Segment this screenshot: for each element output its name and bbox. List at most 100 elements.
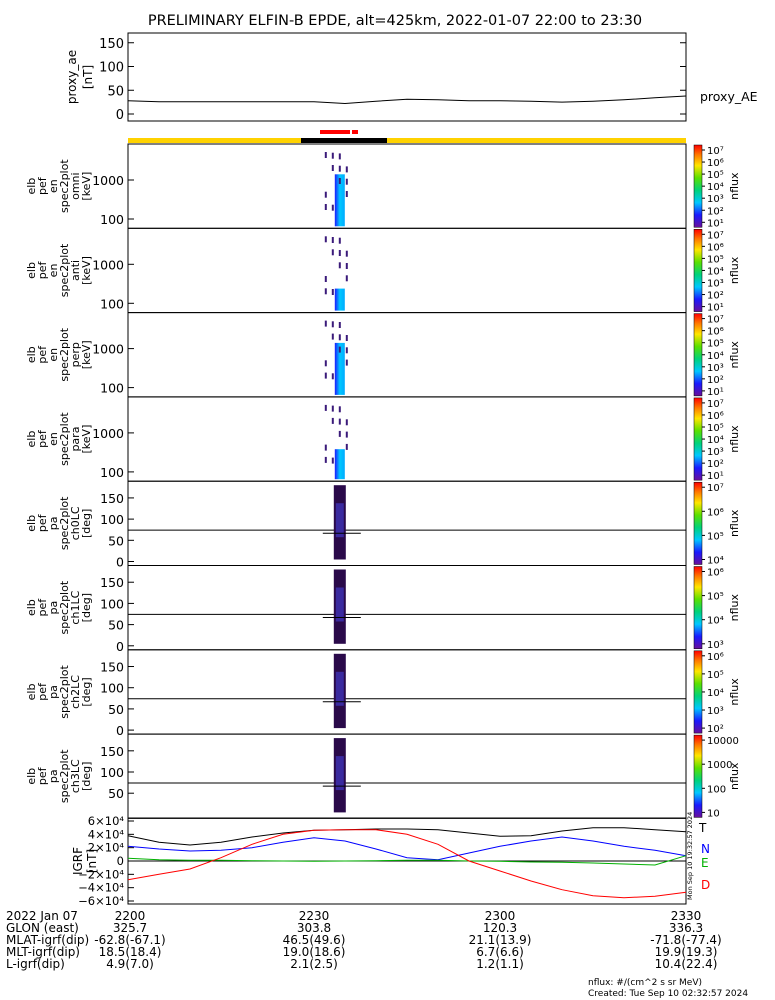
igrf-ytick-label: 2×10⁴	[88, 841, 125, 855]
panel-ylabel-line: ch3LC	[69, 759, 82, 793]
footer-cell: 2200	[115, 909, 146, 923]
colorbar-tick-label: 1000	[707, 760, 732, 771]
igrf-legend-E: E	[701, 856, 709, 870]
panel-frame	[127, 143, 687, 229]
proxy-ae-series-line	[127, 95, 687, 105]
footer-cell: 2330	[671, 909, 702, 923]
panel-ytick-label: 1000	[92, 342, 124, 357]
igrf-ylabel-2: [nT]	[85, 849, 99, 873]
panel-ylabel-line: [deg]	[80, 593, 93, 622]
colorbar-tick-label: 10⁵	[707, 592, 724, 603]
igrf-ytick-label: −4×10⁴	[78, 881, 124, 895]
flux-speckle	[345, 166, 348, 173]
panel-ylabel-line: spec2plot	[58, 664, 71, 718]
flux-speckle	[338, 322, 341, 328]
flux-speckle	[324, 360, 327, 367]
yellow-status-bar	[128, 138, 686, 143]
panel-ylabel-line: pa	[47, 769, 60, 783]
flux-speckle	[345, 335, 348, 341]
panel-ylabel-line: pa	[47, 516, 60, 530]
red-status-bar-2	[352, 130, 358, 134]
flux-speckle	[331, 457, 334, 464]
flux-speckle	[338, 237, 341, 244]
flux-speckle	[331, 373, 334, 380]
colorbar-tick-label: 10⁵	[707, 170, 724, 181]
footer-cell: -71.8(-77.4)	[650, 933, 721, 947]
flux-speckle	[324, 320, 327, 327]
flux-speckle	[345, 431, 348, 438]
colorbar	[693, 734, 703, 818]
footer-cell: -62.8(-67.1)	[94, 933, 165, 947]
panel-ytick-label: 100	[100, 681, 124, 696]
panel-ylabel-line: en	[47, 348, 60, 362]
colorbar-tick-label: 10¹	[707, 471, 724, 482]
footer-cell: 2.1(2.5)	[290, 957, 338, 971]
colorbar-tick-label: 10⁵	[707, 423, 724, 434]
panel-ylabel-line: elb	[25, 684, 38, 701]
panel-ytick-label: 100	[100, 212, 124, 227]
flux-speckle	[324, 152, 327, 158]
flux-blob	[334, 449, 345, 480]
flux-speckle	[345, 419, 348, 426]
colorbar-tick-label: 10⁷	[707, 399, 724, 410]
panel-ylabel-line: spec2plot	[58, 749, 71, 803]
panel-ylabel-line: en	[47, 432, 60, 446]
flux-speckle	[345, 347, 348, 354]
flux-speckle	[345, 178, 348, 185]
panel-frame	[127, 649, 687, 735]
igrf-ylabel-1: IGRF	[71, 847, 85, 875]
colorbar-title: nflux	[728, 256, 741, 284]
panel-ylabel-line: elb	[25, 178, 38, 195]
footer-row-label: L-igrf(dip)	[6, 957, 65, 971]
panel-ylabel-line: [deg]	[80, 677, 93, 706]
footer-row-label: GLON (east)	[6, 921, 79, 935]
footer-cell: 303.8	[297, 921, 331, 935]
colorbar-title: nflux	[728, 678, 741, 706]
panel-frame	[127, 565, 687, 651]
panel-ylabel-line: elb	[25, 599, 38, 616]
panel-ytick-label: 50	[108, 786, 124, 801]
flux-speckle	[331, 249, 334, 256]
flux-speckle	[331, 321, 334, 328]
panel-ytick-label: 150	[100, 575, 124, 590]
colorbar-tick-label: 10⁶	[707, 507, 724, 518]
panel-ylabel-line: pef	[36, 345, 49, 364]
panel-ytick-label: 100	[100, 381, 124, 396]
footnote-units: nflux: #/(cm^2 s sr MeV)	[588, 978, 702, 988]
panel-ylabel-line: pef	[36, 261, 49, 280]
igrf-ytick-label: −2×10⁴	[78, 867, 124, 881]
colorbar-tick-label: 10⁷	[707, 146, 724, 157]
flux-blob	[334, 174, 345, 227]
panel-ylabel-line: elb	[25, 768, 38, 785]
panel-ylabel-line: spec2plot	[58, 496, 71, 550]
footer-cell: 18.5(18.4)	[99, 945, 162, 959]
panel-ylabel-line: [keV]	[80, 425, 93, 454]
panel-ylabel-line: ch0LC	[69, 506, 82, 540]
flux-blob	[334, 288, 345, 311]
footer-cell: 46.5(49.6)	[283, 933, 346, 947]
flux-speckle	[338, 430, 341, 437]
flux-speckle	[331, 333, 334, 340]
colorbar-tick-label: 10¹	[707, 303, 724, 314]
panel-frame	[127, 396, 687, 482]
panel-ylabel-line: spec2plot	[58, 412, 71, 466]
panel-ylabel-line: spec2plot	[58, 243, 71, 297]
panel-ytick-label: 100	[100, 296, 124, 311]
footer-cell: 19.9(19.3)	[655, 945, 718, 959]
panel-ylabel-line: [keV]	[80, 172, 93, 201]
colorbar-tick-label: 10¹	[707, 218, 724, 229]
colorbar-tick-label: 10⁶	[707, 327, 724, 338]
footer-cell: 4.9(7.0)	[106, 957, 154, 971]
panel-ylabel-line: spec2plot	[58, 327, 71, 381]
colorbar-tick-label: 10²	[707, 375, 724, 386]
igrf-line-E	[127, 855, 687, 866]
flux-speckle	[338, 406, 341, 413]
colorbar-tick-label: 10²	[707, 724, 724, 735]
flux-speckle	[331, 204, 334, 211]
colorbar-title: nflux	[728, 341, 741, 369]
igrf-ytick-label: 0	[117, 854, 124, 868]
flux-speckle	[331, 152, 334, 159]
